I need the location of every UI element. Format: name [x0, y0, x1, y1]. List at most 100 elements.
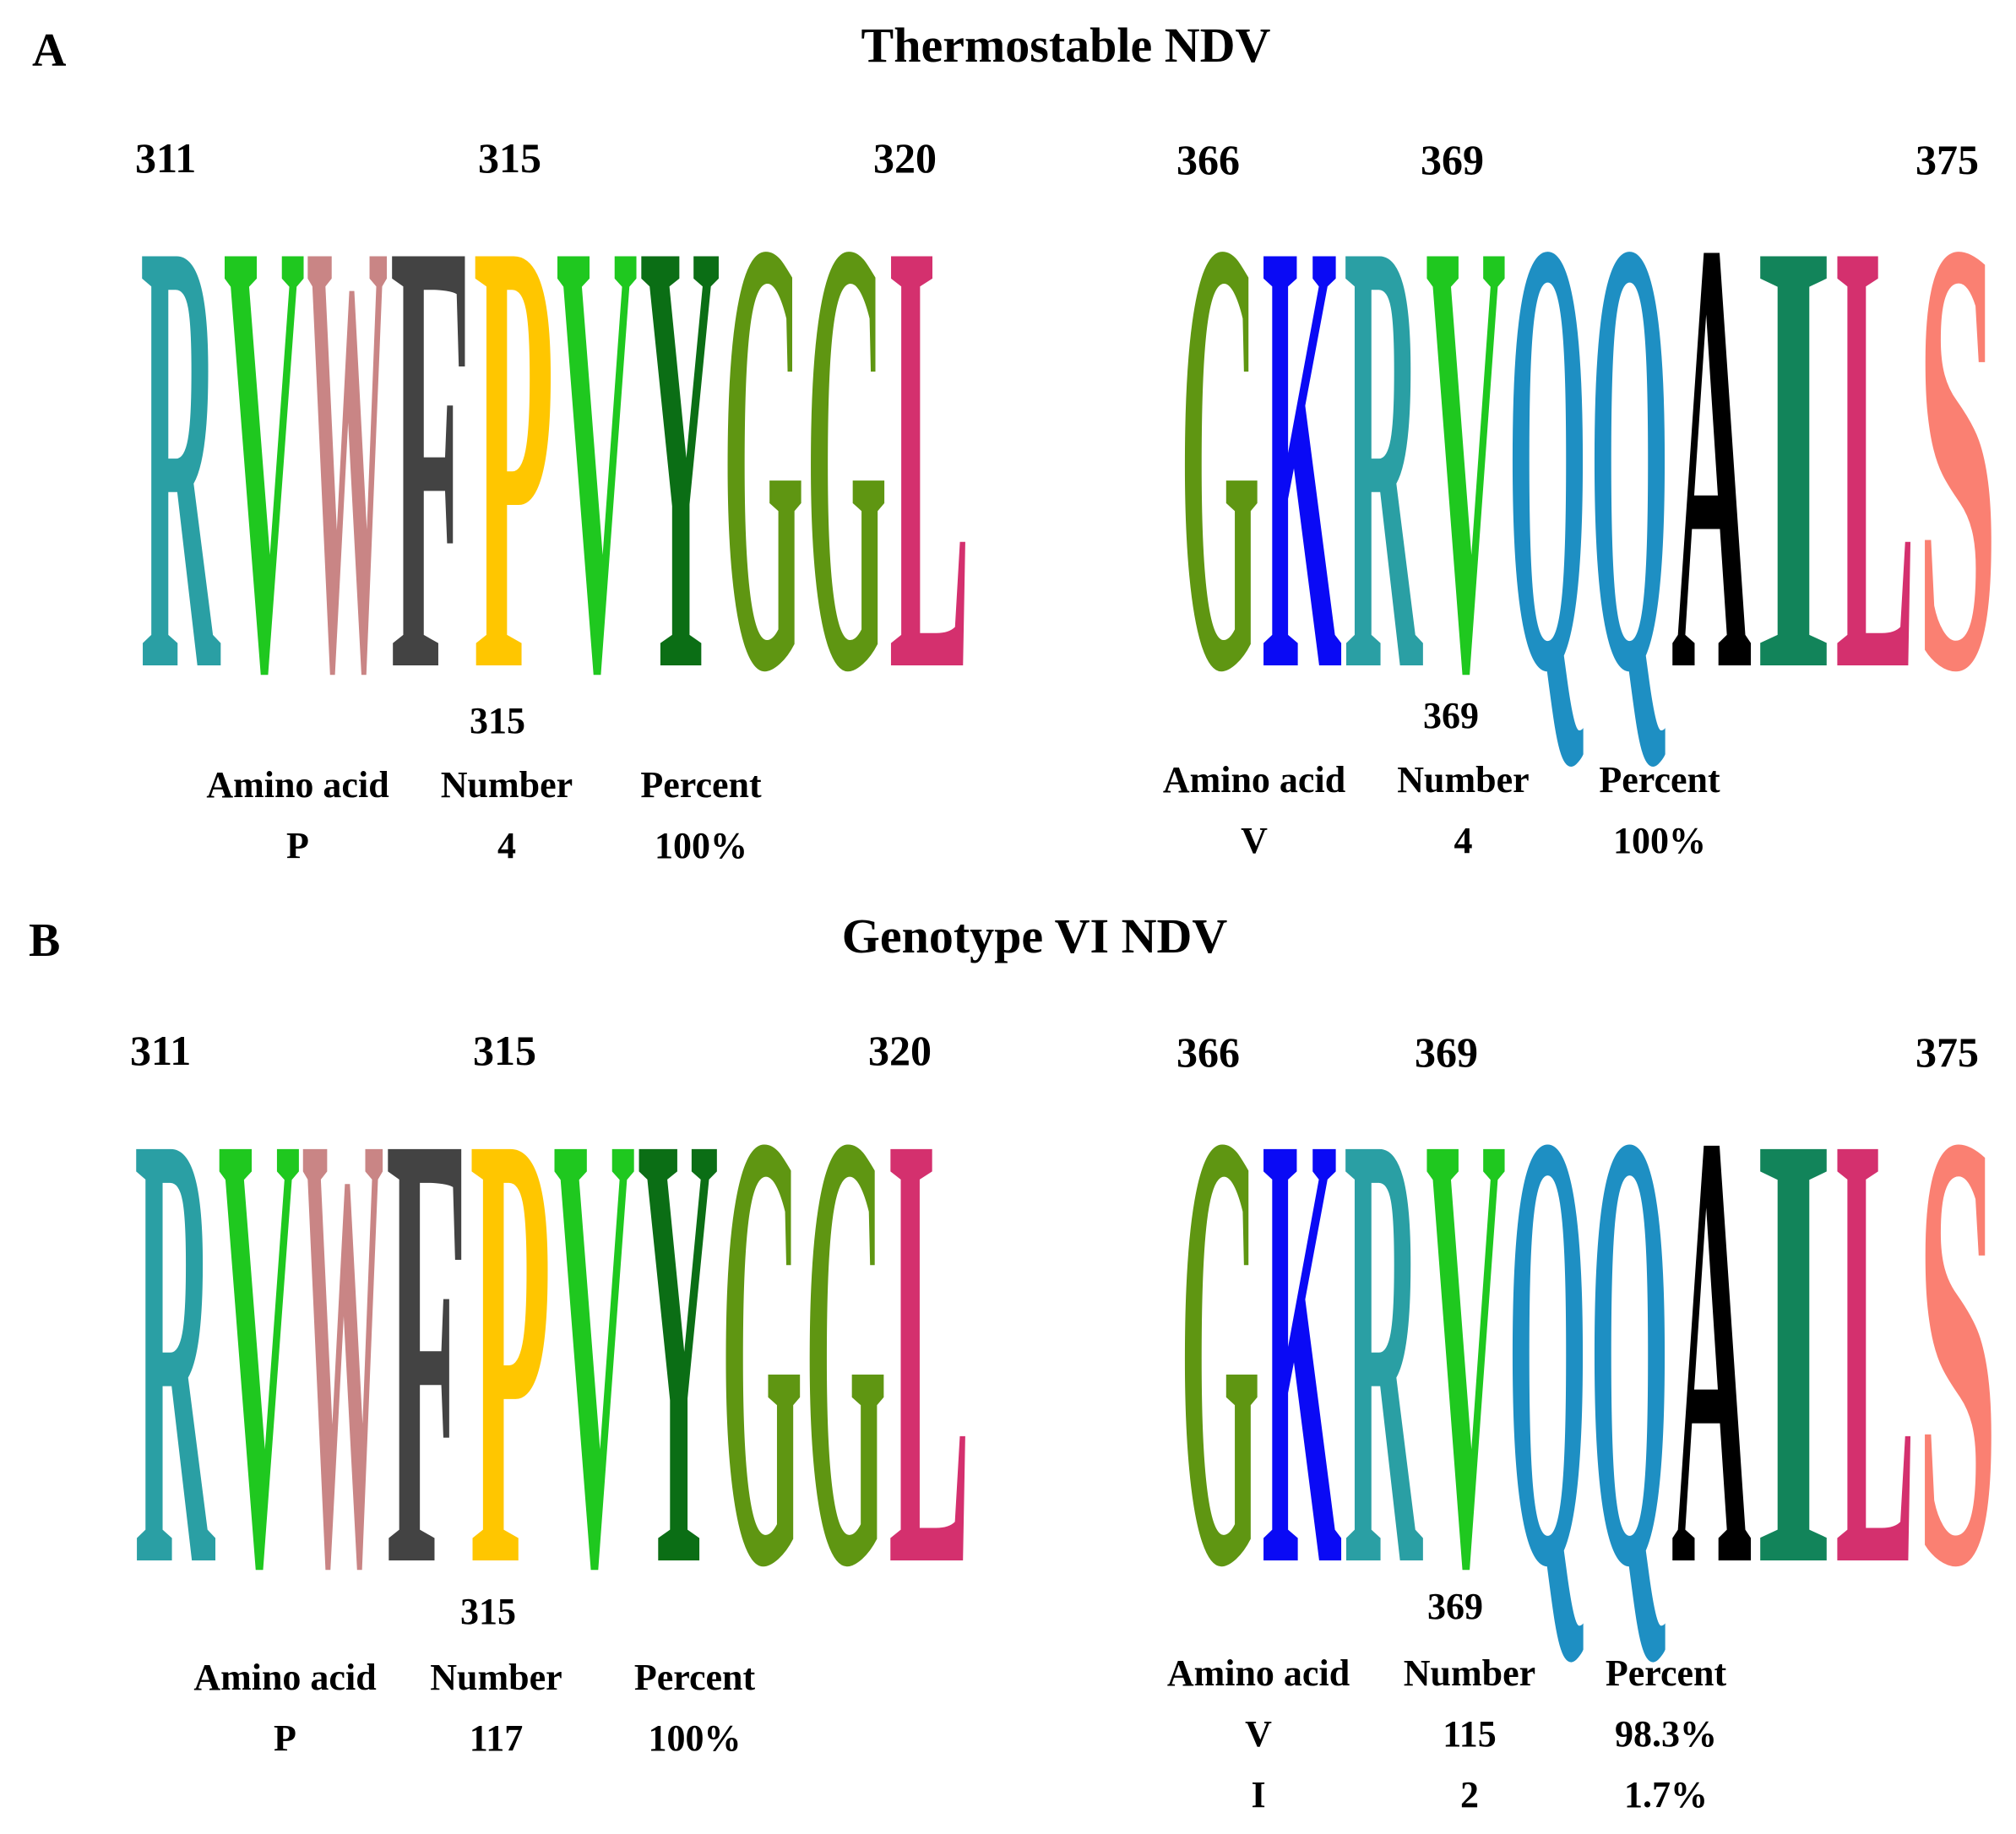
logo-letter-s: S — [1917, 1001, 1997, 1696]
cell-number: 2 — [1460, 1773, 1479, 1815]
logo-letter-f: F — [389, 108, 471, 800]
logo-letter-y: Y — [639, 110, 721, 802]
logo-letter-v: V — [553, 1001, 635, 1697]
logo-letter-i: I — [1753, 1001, 1834, 1697]
highlight-position-label: 315 — [460, 1591, 516, 1632]
position-label-start: 366 — [1176, 1028, 1240, 1076]
logo-letter-v: V — [556, 110, 638, 802]
col-header-percent: Percent — [640, 763, 762, 806]
residue-stat-table: Amino acid Number Percent V 115 98.3% I … — [1144, 1642, 1765, 1825]
cell-amino-acid: I — [1251, 1773, 1266, 1815]
logo-letter-w: W — [302, 1001, 383, 1697]
panel-title-a: Thermostable NDV — [861, 18, 1271, 73]
table-row: P 4 100% — [186, 815, 798, 876]
col-header-amino-acid: Amino acid — [1162, 758, 1346, 800]
cell-number: 4 — [1454, 819, 1473, 861]
highlight-position-label: 369 — [1423, 695, 1479, 736]
logo-letter-v: V — [1426, 1001, 1506, 1696]
logo-letter-k: K — [1262, 108, 1342, 800]
logo-letter-v: V — [1426, 108, 1506, 800]
logo-letter-i: I — [1753, 110, 1834, 801]
col-header-amino-acid: Amino acid — [1166, 1652, 1350, 1694]
col-header-number: Number — [440, 763, 573, 806]
logo-letter-r: R — [140, 109, 221, 800]
residue-stat-table: Amino acid Number Percent P 117 100% — [173, 1647, 794, 1768]
position-label-end: 375 — [1915, 1028, 1979, 1076]
logo-letter-l: L — [888, 1001, 970, 1696]
logo-letter-p: P — [470, 1002, 552, 1697]
col-header-number: Number — [430, 1656, 562, 1698]
cell-percent: 1.7% — [1624, 1773, 1708, 1815]
col-header-percent: Percent — [633, 1656, 756, 1698]
logo-letter-g: G — [722, 108, 804, 800]
cell-number: 117 — [469, 1717, 524, 1759]
position-label-end: 320 — [873, 134, 937, 182]
position-label-start: 311 — [130, 1027, 192, 1074]
cell-amino-acid: P — [286, 824, 309, 866]
position-label-mid: 315 — [478, 134, 541, 182]
highlight-position-label: 369 — [1427, 1586, 1483, 1627]
logo-letter-l: L — [1835, 110, 1915, 801]
logo-letter-q: Q — [1589, 1002, 1670, 1697]
logo-letter-l: L — [888, 110, 970, 801]
position-label-mid: 315 — [473, 1027, 536, 1074]
highlight-position-label: 315 — [470, 700, 525, 741]
col-header-amino-acid: Amino acid — [206, 763, 389, 806]
cell-percent: 100% — [655, 824, 747, 866]
logo-letter-k: K — [1262, 1002, 1342, 1697]
panel-letter-a: A — [32, 24, 67, 77]
logo-letter-a: A — [1671, 108, 1752, 800]
position-label-start: 366 — [1176, 136, 1240, 183]
logo-letter-a: A — [1671, 1001, 1752, 1696]
logo-letter-f: F — [386, 1002, 468, 1697]
position-label-end: 375 — [1915, 136, 1979, 183]
position-label-mid: 369 — [1415, 1028, 1478, 1076]
logo-letter-q: Q — [1508, 1002, 1588, 1697]
cell-number: 115 — [1443, 1712, 1497, 1755]
logo-letter-g: G — [1180, 1002, 1260, 1697]
col-header-amino-acid: Amino acid — [193, 1656, 377, 1698]
logo-letter-v: V — [223, 110, 305, 802]
cell-number: 4 — [497, 824, 516, 866]
logo-letter-r: R — [1344, 1001, 1423, 1697]
residue-stat-table: Amino acid Number Percent V 4 100% — [1140, 749, 1761, 871]
logo-letter-v: V — [218, 1001, 300, 1697]
col-header-percent: Percent — [1605, 1652, 1727, 1694]
logo-letter-l: L — [1835, 1001, 1915, 1696]
logo-letter-q: Q — [1508, 108, 1588, 800]
table-row: I 2 1.7% — [1144, 1764, 1765, 1825]
position-label-end: 320 — [868, 1027, 932, 1074]
logo-letter-g: G — [720, 1002, 802, 1697]
logo-letter-g: G — [806, 108, 888, 800]
logo-letter-p: P — [473, 108, 555, 800]
table-row: P 117 100% — [173, 1707, 794, 1768]
logo-letter-r: R — [1344, 109, 1423, 800]
cell-percent: 100% — [648, 1717, 742, 1759]
col-header-number: Number — [1397, 758, 1530, 800]
logo-letter-y: Y — [637, 1001, 719, 1697]
cell-amino-acid: V — [1245, 1712, 1272, 1755]
col-header-percent: Percent — [1599, 758, 1720, 800]
logo-letter-q: Q — [1589, 108, 1670, 800]
position-label-mid: 369 — [1421, 136, 1484, 183]
logo-letter-g: G — [1180, 108, 1260, 800]
cell-amino-acid: P — [274, 1717, 296, 1759]
logo-letter-s: S — [1917, 109, 1997, 801]
residue-stat-table: Amino acid Number Percent P 4 100% — [186, 754, 798, 876]
cell-percent: 100% — [1613, 819, 1706, 861]
logo-letter-w: W — [307, 110, 389, 801]
position-label-start: 311 — [135, 134, 197, 182]
table-row: V 115 98.3% — [1144, 1703, 1765, 1764]
panel-letter-b: B — [29, 914, 61, 967]
col-header-number: Number — [1403, 1652, 1536, 1694]
table-row: V 4 100% — [1140, 810, 1761, 871]
cell-amino-acid: V — [1241, 819, 1268, 861]
logo-letter-g: G — [805, 1002, 887, 1697]
cell-percent: 98.3% — [1615, 1712, 1717, 1755]
logo-letter-r: R — [134, 1001, 215, 1696]
panel-title-b: Genotype VI NDV — [841, 909, 1228, 963]
